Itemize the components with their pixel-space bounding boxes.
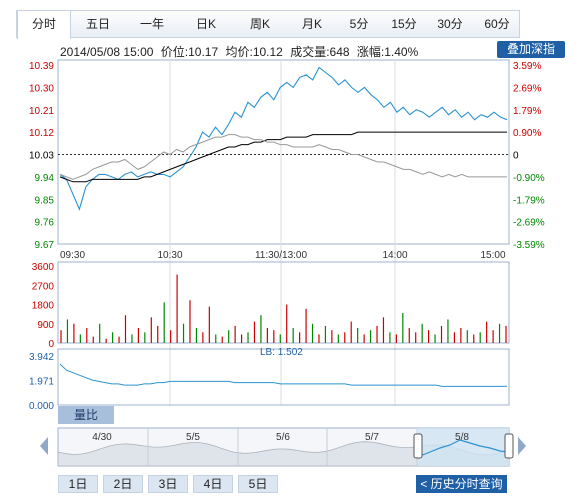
lb-tick-label: 1.971 [29, 377, 54, 388]
day-button-2[interactable]: 2日 [103, 475, 143, 493]
index-overlay-line [59, 134, 507, 180]
pct-tick-label: 2.69% [513, 83, 541, 94]
pct-tick-label: 3.59% [513, 61, 541, 72]
navigator-right-handle[interactable] [504, 433, 514, 459]
price-tick-label: 10.03 [29, 151, 54, 162]
pct-tick-label: 0 [513, 151, 519, 162]
pct-tick-label: 1.79% [513, 106, 541, 117]
pct-tick-label: -0.90% [513, 173, 545, 184]
volume-tick-label: 3600 [32, 262, 55, 273]
quote-info-line: 2014/05/08 15:00 价位:10.17 均价:10.12 成交量:6… [60, 43, 422, 60]
navigator-date-label: 5/8 [455, 432, 469, 443]
quote-change: 涨幅:1.40% [356, 45, 419, 59]
navigator-date-label: 4/30 [92, 432, 112, 443]
tab-6[interactable]: 5分 [349, 17, 369, 31]
liangbi-tab[interactable]: 量比 [58, 406, 114, 424]
day-button-3[interactable]: 3日 [148, 475, 188, 493]
avg-price-line [59, 131, 507, 183]
price-tick-label: 10.39 [29, 61, 54, 72]
tab-3[interactable]: 日K [195, 17, 216, 31]
lb-panel-frame [57, 348, 510, 406]
time-tick-label: 11:30/13:00 [255, 250, 308, 261]
lb-line [59, 363, 508, 387]
lb-value-label: LB: 1.502 [260, 347, 303, 358]
tab-5[interactable]: 月K [301, 17, 322, 31]
period-tabbar: 分时 五日 一年 日K 周K 月K 5分 15分 30分 60分 [16, 10, 520, 39]
day-button-5[interactable]: 5日 [238, 475, 278, 493]
quote-volume: 成交量:648 [290, 45, 350, 59]
navigator-date-label: 5/7 [365, 432, 379, 443]
pct-tick-label: 0.90% [513, 128, 541, 139]
tab-9[interactable]: 60分 [484, 17, 510, 31]
price-tick-label: 9.85 [35, 195, 55, 206]
pct-tick-label: -1.79% [513, 195, 545, 206]
price-tick-label: 9.94 [35, 173, 55, 184]
volume-panel-frame [57, 261, 510, 344]
time-tick-label: 14:00 [382, 250, 407, 261]
navigator-date-label: 5/5 [186, 432, 200, 443]
volume-tick-label: 2700 [32, 281, 55, 292]
price-tick-label: 10.30 [29, 83, 54, 94]
price-tick-label: 9.67 [35, 240, 55, 251]
navigator-left-arrow-icon[interactable] [40, 437, 48, 455]
price-tick-label: 9.76 [35, 218, 55, 229]
volume-tick-label: 0 [48, 339, 54, 350]
navigator-selected-line [419, 439, 509, 457]
day-button-1[interactable]: 1日 [58, 475, 98, 493]
overlay-index-button[interactable]: 叠加深指 [497, 41, 565, 58]
tab-1[interactable]: 五日 [85, 17, 110, 31]
quote-datetime: 2014/05/08 15:00 [60, 45, 154, 59]
history-query-button[interactable]: < 历史分时查询 [416, 475, 507, 493]
tab-2[interactable]: 一年 [139, 17, 164, 31]
price-panel-frame [57, 59, 510, 245]
tab-7[interactable]: 15分 [391, 17, 417, 31]
volume-tick-label: 900 [37, 320, 54, 331]
price-tick-label: 10.12 [29, 128, 54, 139]
volume-tick-label: 1800 [32, 301, 55, 312]
navigator-date-label: 5/6 [276, 432, 290, 443]
pct-tick-label: -2.69% [513, 218, 545, 229]
time-tick-label: 10:30 [157, 250, 182, 261]
day-button-4[interactable]: 4日 [193, 475, 233, 493]
lb-tick-label: 0.000 [29, 401, 54, 412]
quote-price: 价位:10.17 [160, 45, 219, 59]
time-tick-label: 15:00 [480, 250, 505, 261]
quote-avg-price: 均价:10.12 [225, 45, 283, 59]
time-tick-label: 09:30 [60, 250, 85, 261]
price-line [59, 66, 508, 211]
navigator-selection [418, 428, 509, 466]
tab-4[interactable]: 周K [249, 17, 270, 31]
lb-tick-label: 3.942 [29, 352, 54, 363]
navigator-right-arrow-icon[interactable] [518, 437, 526, 455]
price-tick-label: 10.21 [29, 106, 54, 117]
navigator-left-handle[interactable] [413, 433, 423, 459]
tab-0[interactable]: 分时 [17, 11, 71, 39]
tab-8[interactable]: 30分 [437, 17, 463, 31]
pct-tick-label: -3.59% [513, 240, 545, 251]
